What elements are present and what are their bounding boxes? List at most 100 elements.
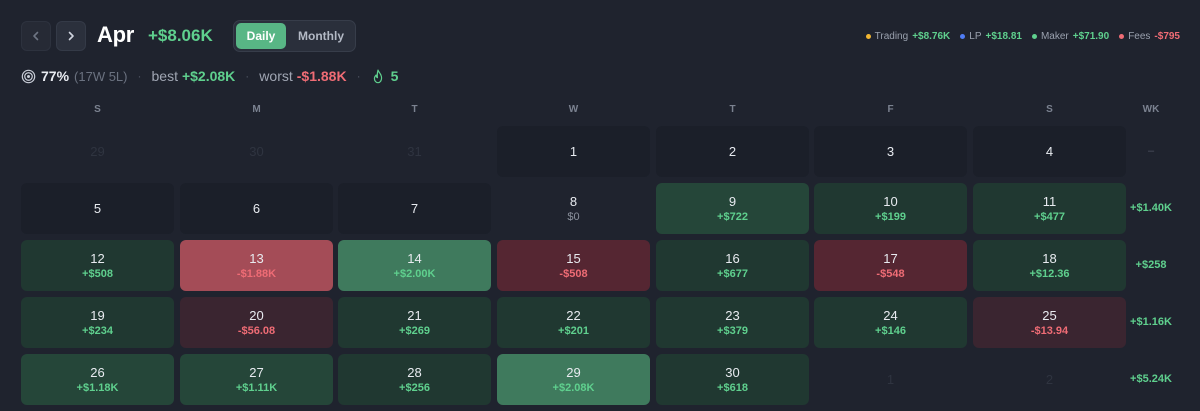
calendar-day-15[interactable]: 15 -$508 xyxy=(497,240,650,291)
previous-month-button[interactable] xyxy=(21,21,51,51)
calendar-day-17[interactable]: 17 -$548 xyxy=(814,240,967,291)
win-loss-record: (17W 5L) xyxy=(74,68,128,84)
calendar-day-18[interactable]: 18 +$12.36 xyxy=(973,240,1126,291)
calendar-day-19[interactable]: 19 +$234 xyxy=(21,297,174,348)
calendar-day-10[interactable]: 10 +$199 xyxy=(814,183,967,234)
day-number: 14 xyxy=(407,251,422,266)
day-number: 7 xyxy=(410,201,419,216)
legend-dot-icon xyxy=(960,34,966,39)
day-pnl: +$199 xyxy=(875,211,906,223)
day-pnl: -$508 xyxy=(559,268,588,280)
calendar-day-11[interactable]: 11 +$477 xyxy=(973,183,1126,234)
calendar-day-4[interactable]: 4 xyxy=(973,126,1126,177)
day-pnl: +$2.00K xyxy=(393,268,436,280)
day-pnl: -$56.08 xyxy=(237,325,276,337)
day-number: 26 xyxy=(90,365,105,380)
legend-label: Fees xyxy=(1128,31,1151,42)
day-number: 11 xyxy=(1042,194,1057,209)
calendar-day-outside-month: 29 xyxy=(21,126,174,177)
legend-label: LP xyxy=(969,31,982,42)
chevron-left-icon xyxy=(33,31,39,41)
calendar-day-20[interactable]: 20 -$56.08 xyxy=(180,297,333,348)
calendar-day-29[interactable]: 29 +$2.08K xyxy=(497,354,650,405)
calendar-day-21[interactable]: 21 +$269 xyxy=(338,297,491,348)
legend-item-maker: Maker +$71.90 xyxy=(1031,31,1110,42)
weekday-header: T xyxy=(411,104,418,115)
day-number: 27 xyxy=(249,365,264,380)
day-number: 29 xyxy=(90,144,105,159)
calendar-day-9[interactable]: 9 +$722 xyxy=(656,183,809,234)
calendar-day-22[interactable]: 22 +$201 xyxy=(497,297,650,348)
day-pnl: +$256 xyxy=(399,382,430,394)
tab-monthly[interactable]: Monthly xyxy=(298,29,344,43)
legend-item-lp: LP +$18.81 xyxy=(960,31,1022,42)
week-total: +$258 xyxy=(1135,258,1167,271)
calendar-day-26[interactable]: 26 +$1.18K xyxy=(21,354,174,405)
win-rate: 77% xyxy=(41,68,70,84)
legend-dot-icon xyxy=(1031,34,1037,39)
calendar-day-outside-month: 2 xyxy=(973,354,1126,405)
legend-label: Maker xyxy=(1040,31,1069,42)
calendar-day-27[interactable]: 27 +$1.11K xyxy=(180,354,333,405)
legend-dot-icon xyxy=(865,34,871,39)
day-pnl: +$201 xyxy=(558,325,589,337)
week-total: +$1.16K xyxy=(1130,315,1172,328)
day-pnl: $0 xyxy=(567,211,580,223)
day-number: 29 xyxy=(566,365,581,380)
week-total-header: WK xyxy=(1142,104,1160,115)
day-number: 9 xyxy=(728,194,737,209)
calendar-day-30[interactable]: 30 +$618 xyxy=(656,354,809,405)
calendar-day-25[interactable]: 25 -$13.94 xyxy=(973,297,1126,348)
day-number: 17 xyxy=(883,251,898,266)
day-number: 5 xyxy=(93,201,102,216)
day-number: 31 xyxy=(407,144,422,159)
view-toggle: Daily Monthly xyxy=(233,20,356,52)
day-pnl: +$269 xyxy=(399,325,430,337)
calendar-day-8[interactable]: 8 $0 xyxy=(497,183,650,234)
weekday-header: M xyxy=(252,104,261,115)
day-number: 18 xyxy=(1042,251,1057,266)
tab-daily[interactable]: Daily xyxy=(236,23,286,49)
weekday-header: T xyxy=(729,104,736,115)
day-number: 1 xyxy=(569,144,578,159)
next-month-button[interactable] xyxy=(56,21,86,51)
calendar-day-24[interactable]: 24 +$146 xyxy=(814,297,967,348)
day-pnl: +$618 xyxy=(717,382,748,394)
calendar-day-13[interactable]: 13 -$1.88K xyxy=(180,240,333,291)
flame-icon xyxy=(373,69,382,83)
separator-dot: · xyxy=(356,69,361,83)
pnl-legend: Trading +$8.76K LP +$18.81 Maker +$71.90 Fees -… xyxy=(865,31,1180,42)
day-pnl: +$146 xyxy=(875,325,906,337)
legend-value: +$8.76K xyxy=(912,31,951,42)
day-pnl: +$677 xyxy=(717,268,748,280)
day-number: 8 xyxy=(569,194,578,209)
chevron-right-icon xyxy=(68,31,74,41)
calendar-day-16[interactable]: 16 +$677 xyxy=(656,240,809,291)
weekday-header: F xyxy=(887,104,894,115)
week-total: +$5.24K xyxy=(1130,372,1172,385)
legend-value: -$795 xyxy=(1154,31,1180,42)
calendar-day-28[interactable]: 28 +$256 xyxy=(338,354,491,405)
day-number: 20 xyxy=(249,308,264,323)
calendar-day-3[interactable]: 3 xyxy=(814,126,967,177)
calendar-day-7[interactable]: 7 xyxy=(338,183,491,234)
calendar-day-2[interactable]: 2 xyxy=(656,126,809,177)
calendar-day-12[interactable]: 12 +$508 xyxy=(21,240,174,291)
legend-dot-icon xyxy=(1119,34,1125,39)
day-number: 21 xyxy=(407,308,422,323)
separator-dot: · xyxy=(137,69,142,83)
day-number: 25 xyxy=(1042,308,1057,323)
stats-bar: 77% (17W 5L) · best +$2.08K · worst -$1.… xyxy=(21,67,398,85)
calendar-day-14[interactable]: 14 +$2.00K xyxy=(338,240,491,291)
calendar-day-1[interactable]: 1 xyxy=(497,126,650,177)
legend-value: +$71.90 xyxy=(1072,31,1110,42)
win-streak: 5 xyxy=(390,68,399,84)
day-number: 12 xyxy=(90,251,105,266)
calendar-day-5[interactable]: 5 xyxy=(21,183,174,234)
day-pnl: +$477 xyxy=(1034,211,1065,223)
day-pnl: +$12.36 xyxy=(1029,268,1070,280)
target-icon xyxy=(21,69,36,83)
calendar-day-23[interactable]: 23 +$379 xyxy=(656,297,809,348)
calendar-day-6[interactable]: 6 xyxy=(180,183,333,234)
best-value: +$2.08K xyxy=(181,68,236,84)
